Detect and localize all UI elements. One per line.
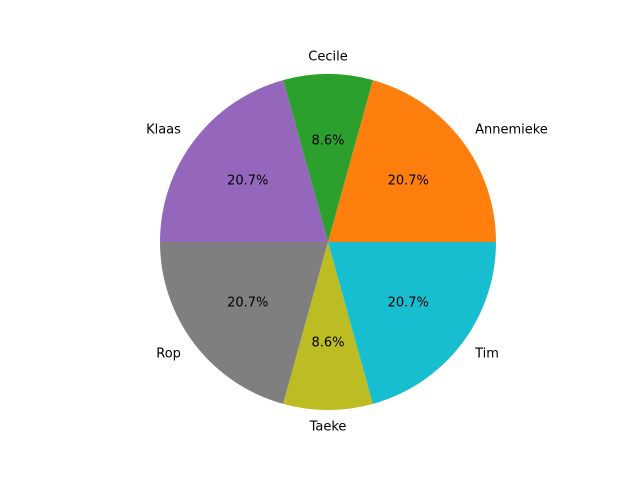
slice-label-taeke: Taeke	[309, 419, 347, 434]
pie-slice-klaas	[159, 80, 328, 242]
pie-slice-tim	[328, 242, 496, 404]
pie-slice-annemieke	[328, 80, 496, 242]
slice-percent-klaas: 20.7%	[227, 173, 268, 188]
pie-slice-rop	[160, 242, 328, 404]
pie-slices	[159, 74, 496, 410]
slice-label-klaas: Klaas	[146, 123, 181, 138]
slice-percent-taeke: 8.6%	[311, 335, 344, 350]
pie-slice-taeke	[283, 242, 373, 410]
pie-slice-cecile	[283, 74, 373, 242]
slice-percent-rop: 20.7%	[227, 296, 268, 311]
slice-label-cecile: Cecile	[308, 50, 347, 65]
slice-percent-tim: 20.7%	[388, 296, 429, 311]
slice-label-annemieke: Annemieke	[475, 123, 548, 138]
slice-percent-annemieke: 20.7%	[388, 173, 429, 188]
slice-label-tim: Tim	[474, 346, 499, 361]
slice-percent-cecile: 8.6%	[311, 134, 344, 149]
slice-label-rop: Rop	[156, 346, 181, 361]
pie-labels: Annemieke 20.7% Cecile 8.6% Klaas 20.7% Rop 20.…	[146, 50, 548, 435]
